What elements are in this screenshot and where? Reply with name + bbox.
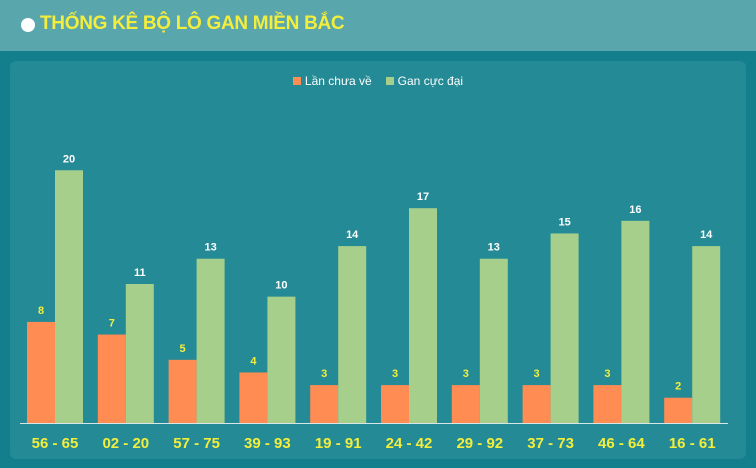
- data-label-series-b: 13: [204, 242, 216, 254]
- x-tick-label: 37 - 73: [527, 435, 574, 452]
- x-tick-label: 46 - 64: [598, 435, 645, 452]
- bar-series-a: [239, 372, 268, 423]
- x-tick-label: 57 - 75: [173, 435, 220, 452]
- bar-series-a: [27, 321, 55, 423]
- data-label-series-a: 3: [604, 368, 610, 380]
- data-label-series-a: 8: [38, 305, 44, 317]
- bar-series-a: [451, 385, 480, 423]
- x-tick-label: 24 - 42: [386, 435, 433, 452]
- bar-series-a: [97, 334, 126, 423]
- bar-series-b: [338, 246, 367, 423]
- data-label-series-b: 11: [134, 267, 146, 279]
- data-label-series-a: 3: [392, 368, 398, 380]
- bar-series-b: [692, 246, 721, 423]
- x-tick-label: 02 - 20: [102, 435, 149, 452]
- data-label-series-a: 2: [675, 381, 681, 393]
- legend-swatch-series-a: [292, 77, 301, 85]
- bar-series-b: [55, 170, 83, 423]
- bar-series-a: [522, 385, 551, 423]
- data-label-series-b: 15: [558, 216, 570, 228]
- legend-item-series-b[interactable]: Gan cực đại: [385, 73, 464, 89]
- bar-series-a: [593, 385, 622, 423]
- bar-series-a: [168, 359, 197, 423]
- x-tick-label: 56 - 65: [32, 435, 79, 452]
- data-label-series-a: 3: [463, 368, 469, 380]
- legend-label-series-a: Lần chưa về: [304, 74, 372, 88]
- x-tick-label: 39 - 93: [244, 435, 291, 452]
- bar-series-b: [409, 208, 437, 423]
- data-label-series-a: 4: [250, 355, 257, 367]
- data-label-series-b: 17: [417, 191, 429, 203]
- data-label-series-a: 5: [180, 343, 186, 355]
- legend-item-series-a[interactable]: Lần chưa về: [292, 73, 372, 89]
- bar-series-b: [479, 258, 508, 423]
- bar-series-a: [664, 397, 693, 423]
- legend-label-series-b: Gan cực đại: [397, 74, 464, 88]
- data-label-series-b: 20: [63, 153, 75, 165]
- data-label-series-a: 3: [321, 368, 327, 380]
- bar-series-a: [310, 385, 339, 423]
- data-label-series-b: 10: [275, 280, 287, 292]
- page-title: THỐNG KÊ BỘ LÔ GAN MIỀN BẮC: [40, 13, 345, 34]
- x-tick-label: 19 - 91: [315, 435, 362, 452]
- bar-series-b: [267, 296, 296, 423]
- bar-series-b: [125, 284, 154, 423]
- data-label-series-b: 16: [629, 204, 641, 216]
- data-label-series-a: 7: [109, 318, 115, 330]
- header-bar: THỐNG KÊ BỘ LÔ GAN MIỀN BẮC: [0, 0, 756, 51]
- x-tick-label: 29 - 92: [456, 435, 503, 452]
- bar-series-b: [550, 233, 579, 423]
- bar-series-b: [196, 258, 225, 423]
- legend-swatch-series-b: [385, 77, 394, 85]
- data-label-series-a: 3: [534, 368, 540, 380]
- chart-legend: Lần chưa về Gan cực đại: [0, 73, 756, 89]
- bar-series-b: [621, 220, 650, 423]
- data-label-series-b: 14: [346, 229, 359, 241]
- data-label-series-b: 13: [488, 242, 500, 254]
- bar-series-a: [381, 385, 409, 423]
- data-label-series-b: 14: [700, 229, 713, 241]
- circle-bullet-icon: [21, 18, 35, 32]
- x-tick-label: 16 - 61: [669, 435, 716, 452]
